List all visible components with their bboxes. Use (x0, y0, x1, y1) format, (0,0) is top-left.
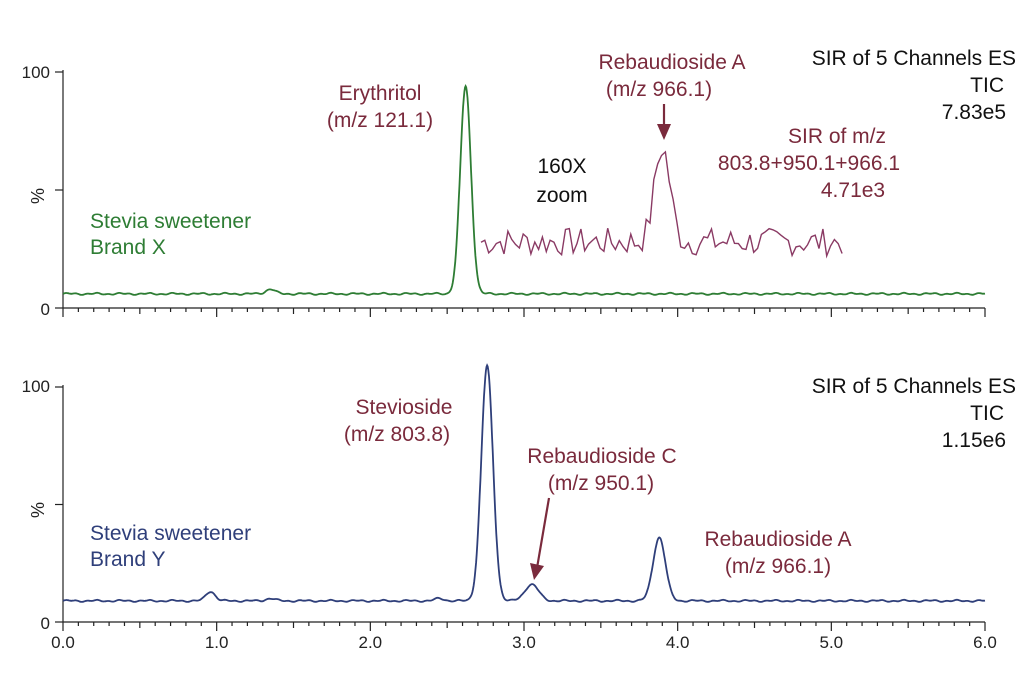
p1-zoom-channel-line1: SIR of m/z (788, 125, 886, 148)
p1-annotation-rebA-mz: (m/z 966.1) (606, 78, 712, 101)
p2-header-line3: 1.15e6 (942, 429, 1006, 452)
p2-ytick-100: 100 (22, 377, 50, 396)
p2-axes (55, 385, 986, 631)
p1-ytick-0: 0 (41, 300, 50, 319)
p2-header-line2: TIC (970, 402, 1004, 425)
p2-ytick-0: 0 (41, 614, 50, 633)
p1-sample-label-line1: Stevia sweetener (90, 210, 251, 233)
p2-xtick-label: 5.0 (820, 633, 844, 652)
p1-ylabel: % (28, 188, 48, 204)
p2-xtick-label: 4.0 (666, 633, 690, 652)
p2-xtick-label: 6.0 (973, 633, 997, 652)
p2-xtick-label: 1.0 (205, 633, 229, 652)
p2-sample-label-line1: Stevia sweetener (90, 522, 251, 545)
p2-sample-label-line2: Brand Y (90, 548, 166, 571)
p1-annotation-rebA-name: Rebaudioside A (598, 51, 745, 74)
panel-brand-y: % 100 0 0.0 1.0 2.0 3.0 4.0 5.0 6.0 Stevia swe… (22, 363, 1016, 652)
p2-x-tick-labels: 0.0 1.0 2.0 3.0 4.0 5.0 6.0 (51, 633, 997, 652)
p1-ytick-100: 100 (22, 63, 50, 82)
p2-header-line1: SIR of 5 Channels ES (812, 375, 1016, 398)
p2-annotation-stevioside-mz: (m/z 803.8) (344, 423, 450, 446)
p2-annotation-rebA-mz: (m/z 966.1) (725, 555, 831, 578)
p2-xtick-label: 3.0 (512, 633, 536, 652)
p1-zoom-trace (480, 150, 843, 259)
p1-rebA-arrowhead (657, 124, 671, 140)
p2-xtick-label: 2.0 (359, 633, 383, 652)
p1-tic-trace (62, 83, 986, 296)
p1-axes (55, 70, 986, 317)
p2-annotation-rebC-name: Rebaudioside C (527, 445, 676, 468)
p1-annotation-erythritol-mz: (m/z 121.1) (327, 109, 433, 132)
p2-rebC-arrow (535, 497, 551, 569)
p2-rebC-arrowhead (530, 563, 544, 580)
p1-sample-label-line2: Brand X (90, 236, 166, 259)
panel-brand-x: % 100 0 Stevia sweetener Brand X Erythri… (22, 47, 1016, 319)
p2-tic-trace (62, 363, 986, 603)
p1-zoom-label-line1: 160X (537, 155, 586, 178)
p2-ylabel: % (28, 502, 48, 518)
p2-annotation-rebC-mz: (m/z 950.1) (548, 472, 654, 495)
p1-header-line1: SIR of 5 Channels ES (812, 47, 1016, 70)
p2-xtick-label: 0.0 (51, 633, 75, 652)
p2-annotation-stevioside-name: Stevioside (356, 396, 453, 419)
p1-zoom-channel-line2: 803.8+950.1+966.1 (718, 152, 900, 175)
p1-zoom-channel-line3: 4.71e3 (821, 179, 885, 202)
p1-header-line2: TIC (970, 74, 1004, 97)
p1-annotation-erythritol-name: Erythritol (339, 82, 422, 105)
p2-annotation-rebA-name: Rebaudioside A (704, 528, 851, 551)
p1-header-line3: 7.83e5 (942, 101, 1006, 124)
p1-zoom-label-line2: zoom (536, 184, 587, 207)
